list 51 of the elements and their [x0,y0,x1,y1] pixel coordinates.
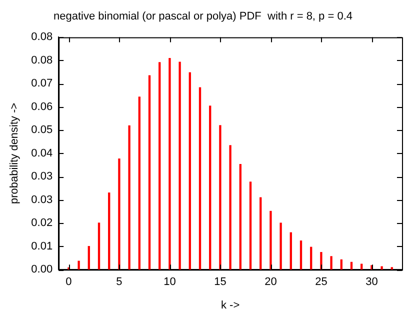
x-tick-label: 25 [315,276,328,288]
y-tick-label: 0.03 [31,194,53,206]
bar [138,96,140,270]
y-tick-label: 0.06 [31,100,53,113]
bar [98,222,100,270]
bar [108,192,110,270]
x-tick-label: 10 [164,276,176,288]
bar [178,62,181,270]
bar [88,246,90,270]
bar [148,75,151,270]
bar [300,240,302,270]
x-tick-label: 30 [366,276,378,288]
bar [188,72,191,270]
bar [118,158,120,270]
bar [380,266,383,270]
bar [350,262,353,270]
y-tick-label: 0.03 [31,170,53,183]
bar [310,246,312,270]
bar [198,87,202,270]
y-axis-title: probability density -> [8,102,21,204]
bar [209,106,212,270]
y-tick-label: 0.04 [31,147,53,160]
y-tick-label: 0.05 [31,124,53,136]
x-tick-label: 5 [116,276,122,288]
bar [260,197,262,270]
bar [229,145,232,270]
x-axis-title: k -> [220,299,240,312]
bar [158,62,161,270]
y-tick-label: 0.02 [31,217,53,230]
x-tick-label: 20 [264,276,277,288]
bar [320,252,322,270]
bar [219,125,222,270]
bar [280,222,282,270]
bar [390,267,393,270]
y-tick-label: 0.08 [31,31,53,44]
bar [168,58,171,270]
bar [239,164,242,270]
bar [290,232,292,270]
chart-title: negative binomial (or pascal or polya) PDF with r = 8, p = 0.4 [54,10,352,23]
bar [330,256,332,270]
bar [340,259,342,270]
bar [78,260,80,270]
y-tick-label: 0.00 [31,264,53,276]
y-tick-label: 0.08 [31,54,53,66]
y-tick-label: 0.07 [31,78,53,90]
x-tick-label: 0 [66,276,72,288]
x-tick-label: 15 [214,276,226,288]
y-tick-label: 0.01 [31,240,53,252]
bar [128,125,130,270]
bar [249,182,252,270]
bar [270,210,272,270]
